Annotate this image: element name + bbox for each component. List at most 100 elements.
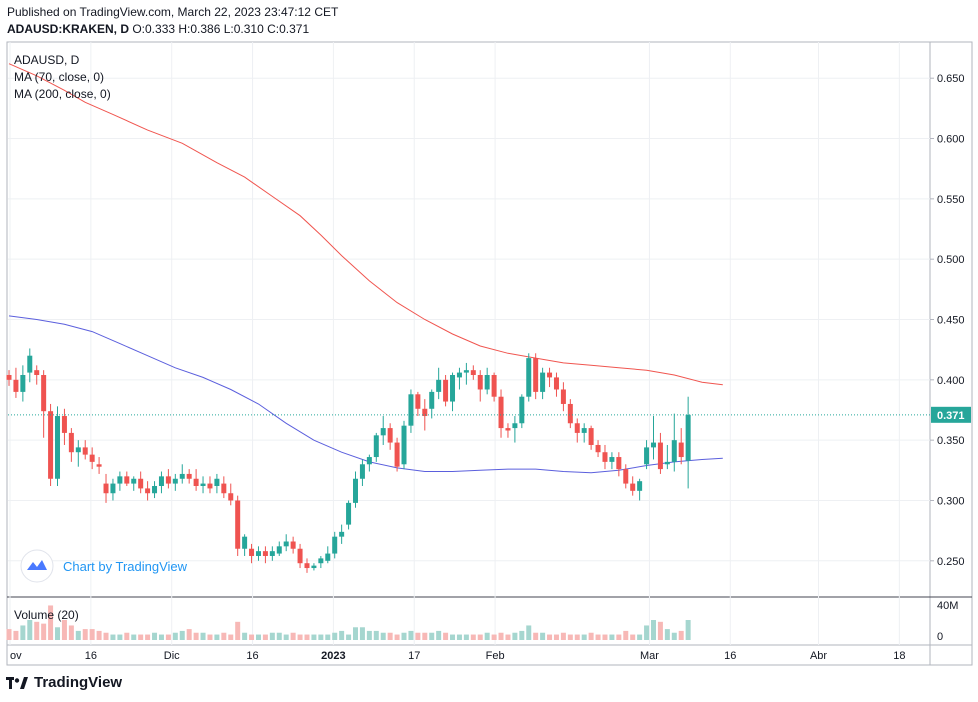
candle (581, 423, 587, 443)
volume-bar (595, 634, 601, 640)
candle (450, 372, 456, 412)
candle-body (401, 425, 407, 465)
price-tick-label: 0.350 (937, 435, 965, 447)
volume-bar (463, 634, 469, 640)
volume-bar (671, 632, 677, 640)
time-tick-label: 16 (85, 650, 97, 662)
candle-body (422, 408, 428, 417)
candle-body (637, 481, 643, 491)
volume-bar (131, 634, 137, 640)
candle (158, 471, 164, 494)
price-tick-label: 0.650 (937, 73, 965, 85)
volume-bar (27, 620, 33, 640)
candle-body (269, 551, 275, 556)
candle-body (366, 457, 372, 465)
candle-body (304, 563, 310, 569)
candle-body (498, 396, 504, 429)
watermark (20, 549, 54, 583)
volume-bar (200, 632, 206, 640)
candle-body (255, 551, 261, 556)
time-tick-label: ov (10, 650, 22, 662)
candle-body (290, 541, 296, 549)
volume-bar (526, 625, 532, 640)
volume-bar (193, 632, 199, 640)
candle-body (110, 483, 116, 494)
symbol-name: ADAUSD:KRAKEN, D (7, 22, 129, 36)
candle (34, 365, 40, 385)
candle-body (581, 428, 587, 433)
candle-body (61, 416, 67, 433)
candle-body (664, 461, 670, 465)
candle (55, 406, 61, 486)
candle-body (567, 403, 573, 424)
candle (505, 423, 511, 438)
candle (373, 432, 379, 462)
volume-bar (339, 630, 345, 640)
candle (463, 362, 469, 385)
time-tick-label: Dic (164, 650, 180, 662)
candle-body (186, 473, 192, 479)
candle (242, 534, 248, 556)
candle-body (165, 476, 171, 484)
time-tick-label: 16 (246, 650, 258, 662)
candle-body (158, 476, 164, 486)
volume-bar (332, 632, 338, 640)
candle (6, 370, 12, 386)
candle-body (276, 546, 282, 554)
candle (193, 469, 199, 491)
candle (255, 546, 261, 561)
candle (124, 471, 130, 486)
volume-bar (255, 634, 261, 640)
price-tick-label: 0.250 (937, 556, 965, 568)
candle-body (380, 428, 386, 436)
volume-bar (346, 634, 352, 640)
volume-bar (644, 625, 650, 640)
candle (318, 555, 324, 569)
tradingview-footer-logo[interactable]: TradingView (6, 674, 122, 691)
volume-bar (179, 630, 185, 640)
candle (325, 546, 331, 564)
candle (574, 418, 580, 443)
time-tick-label: 17 (408, 650, 420, 662)
candle (221, 476, 227, 499)
price-tick-label: 0.300 (937, 495, 965, 507)
candle-body (318, 558, 324, 564)
candle (13, 367, 19, 398)
volume-bar (304, 634, 310, 640)
volume-bar (567, 634, 573, 640)
volume-bar (269, 632, 275, 640)
volume-label: Volume (20) (14, 608, 79, 622)
candle (387, 423, 393, 450)
candle-body (152, 486, 158, 494)
volume-bars (6, 605, 691, 640)
candle-body (138, 478, 144, 489)
candle-body (450, 375, 456, 402)
volume-bar (353, 627, 358, 640)
candle (380, 416, 386, 445)
volume-bar (318, 634, 324, 640)
candle (519, 394, 525, 429)
price-tick-label: 0.450 (937, 315, 965, 327)
volume-bar (484, 632, 490, 640)
candle-body (491, 375, 497, 397)
candle-body (339, 531, 345, 537)
candle (685, 396, 691, 489)
volume-bar (68, 625, 74, 640)
candle-body (55, 416, 61, 479)
candle (346, 500, 352, 530)
candle (657, 432, 663, 474)
volume-bar (422, 632, 428, 640)
volume-bar (41, 623, 47, 640)
candle (214, 473, 220, 494)
volume-bar (366, 630, 372, 640)
price-tick-label: 0.550 (937, 194, 965, 206)
candle (165, 469, 171, 489)
ma200-line (8, 63, 723, 386)
candle (41, 370, 47, 438)
volume-bar (533, 632, 539, 640)
candle-body (484, 375, 490, 390)
candle-body (602, 452, 608, 462)
volume-bar (650, 620, 656, 640)
last-price-badge (931, 406, 971, 423)
